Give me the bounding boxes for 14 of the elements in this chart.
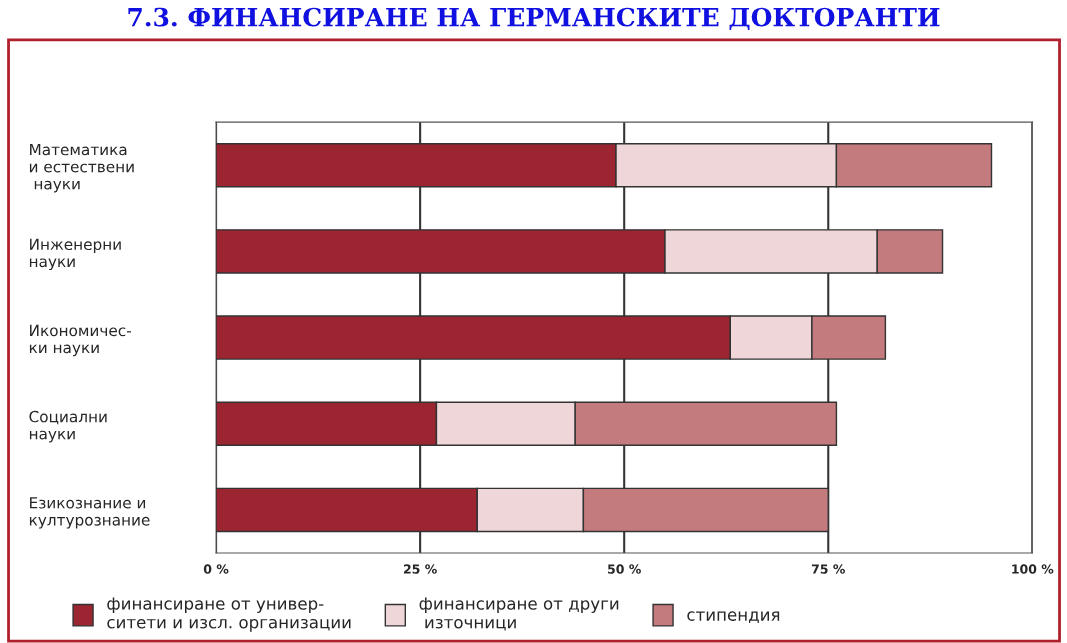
x-tick-label: 25 %: [403, 564, 437, 574]
x-tick-label: 0 %: [203, 564, 229, 574]
legend-label: финансиране от универ- ситети и изсл. организации: [107, 597, 351, 632]
y-tick-label: Математика и естествени науки: [29, 143, 134, 193]
y-tick-label: Икономичес- ки науки: [29, 324, 131, 357]
x-tick-label: 50 %: [608, 564, 641, 574]
y-tick-label: Социални науки: [29, 410, 107, 443]
y-tick-label: Инженерни науки: [29, 238, 121, 271]
legend-label: финансиране от други източници: [419, 597, 619, 631]
x-tick-label: 75 %: [811, 564, 845, 574]
x-tick-label: 100 %: [1012, 564, 1054, 574]
chart-title: 7.3. ФИНАНСИРАНЕ НА ГЕРМАНСКИТЕ ДОКТОРАНТИ: [128, 7, 940, 31]
legend-label: стипендия: [687, 611, 780, 623]
y-tick-label: Езикознание и културознание: [29, 497, 150, 529]
